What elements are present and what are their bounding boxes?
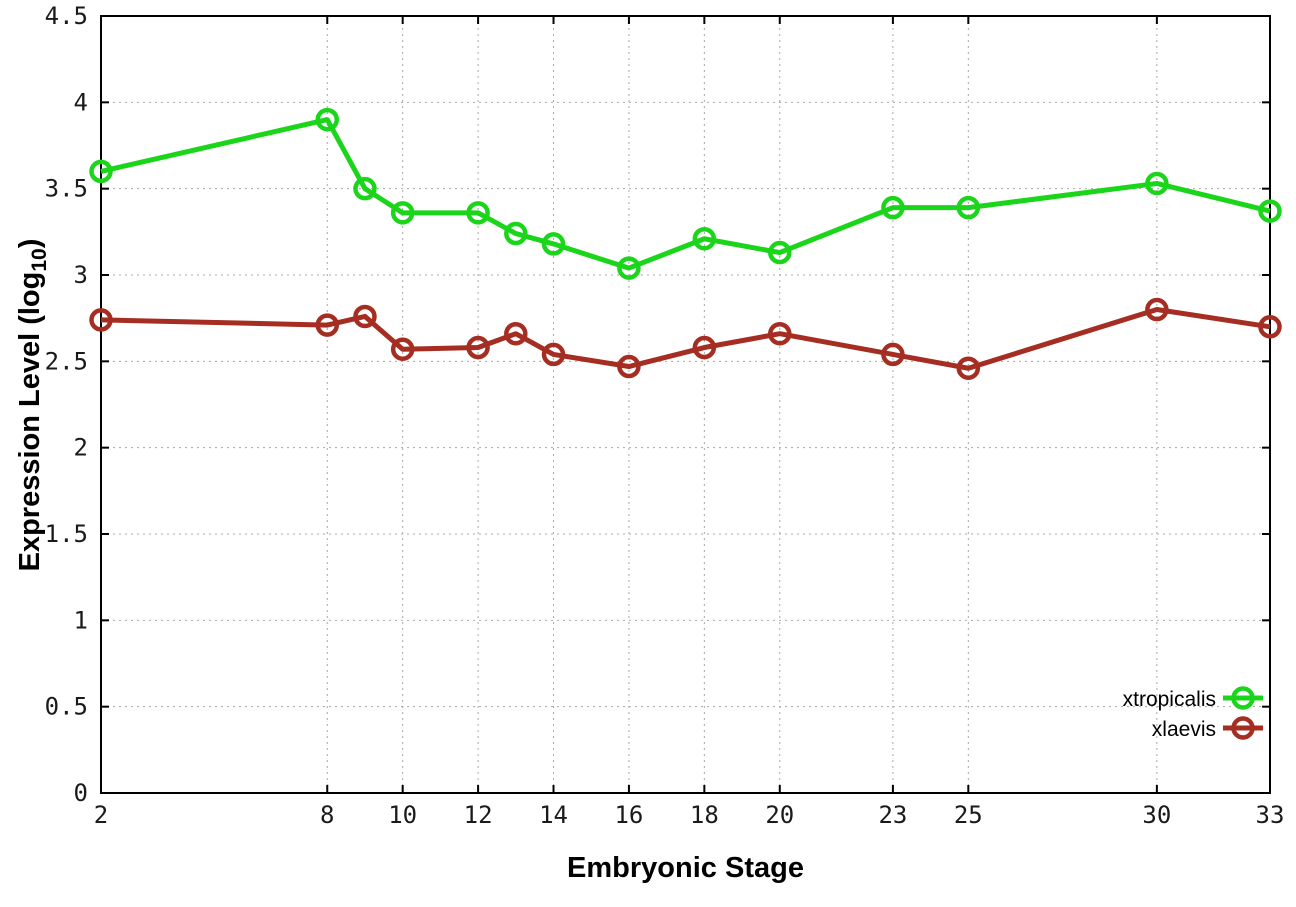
data-point-xlaevis xyxy=(353,304,377,329)
x-tick-label: 25 xyxy=(954,801,983,829)
data-point-xlaevis xyxy=(504,321,528,346)
y-tick-label: 1.5 xyxy=(45,520,88,548)
y-tick-label: 3 xyxy=(74,261,88,289)
data-point-xtropicalis xyxy=(692,226,717,251)
y-axis-title: Expression Level (log10) xyxy=(10,105,51,705)
plot-border xyxy=(100,15,1271,794)
x-tick-label: 33 xyxy=(1256,801,1285,829)
data-point-xtropicalis xyxy=(353,176,377,201)
y-tick-label: 3.5 xyxy=(45,175,88,203)
y-axis-title-text: Expression Level (log xyxy=(14,271,46,572)
data-point-xlaevis xyxy=(466,335,490,360)
legend-marker-xlaevis xyxy=(1231,716,1255,740)
x-axis-title: Embryonic Stage xyxy=(567,852,804,884)
y-tick-label: 0.5 xyxy=(45,693,88,721)
data-point-xlaevis xyxy=(692,335,717,360)
series-line-xlaevis xyxy=(100,307,1271,371)
data-point-xtropicalis xyxy=(315,107,340,132)
data-point-xtropicalis xyxy=(768,240,792,265)
y-tick-label: 4.5 xyxy=(45,2,88,30)
data-point-xtropicalis xyxy=(881,195,905,220)
x-tick-label: 18 xyxy=(690,801,719,829)
data-point-xtropicalis xyxy=(390,201,415,225)
data-point-xlaevis xyxy=(881,342,905,367)
data-point-xlaevis xyxy=(768,321,792,346)
x-tick-label: 20 xyxy=(765,801,794,829)
data-point-xtropicalis xyxy=(541,232,566,256)
y-tick-label: 2.5 xyxy=(45,347,88,375)
data-point-xtropicalis xyxy=(1258,199,1282,223)
x-tick-label: 30 xyxy=(1142,801,1171,829)
legend-label-xlaevis: xlaevis xyxy=(1152,718,1216,741)
x-tick-label: 8 xyxy=(320,801,334,829)
series-line-xtropicalis xyxy=(100,117,1271,271)
data-point-xtropicalis xyxy=(504,221,528,246)
legend-marker-xtropicalis xyxy=(1231,686,1255,710)
y-tick-label: 2 xyxy=(74,434,88,462)
data-point-xlaevis xyxy=(89,308,113,332)
data-point-xlaevis xyxy=(541,342,566,367)
y-tick-label: 0 xyxy=(74,779,88,807)
data-point-xlaevis xyxy=(390,337,415,361)
data-point-xlaevis xyxy=(617,354,641,379)
x-tick-label: 14 xyxy=(539,801,568,829)
data-point-xlaevis xyxy=(956,356,981,380)
y-axis-title-subscript: 10 xyxy=(27,248,51,272)
x-tick-label: 23 xyxy=(878,801,907,829)
y-tick-label: 1 xyxy=(74,606,88,634)
data-point-xtropicalis xyxy=(956,195,981,220)
data-point-xtropicalis xyxy=(617,256,641,280)
data-point-xtropicalis xyxy=(89,159,113,184)
x-tick-label: 16 xyxy=(614,801,643,829)
x-tick-label: 12 xyxy=(464,801,493,829)
data-point-xtropicalis xyxy=(466,201,490,225)
data-point-xlaevis xyxy=(1145,297,1169,322)
data-point-xtropicalis xyxy=(1145,171,1169,196)
data-point-xlaevis xyxy=(1258,315,1282,339)
y-axis-title-close: ) xyxy=(14,238,46,249)
x-tick-label: 10 xyxy=(388,801,417,829)
data-point-xlaevis xyxy=(315,313,340,337)
y-tick-label: 4 xyxy=(74,88,88,116)
x-tick-label: 2 xyxy=(94,801,108,829)
legend-label-xtropicalis: xtropicalis xyxy=(1123,688,1216,711)
